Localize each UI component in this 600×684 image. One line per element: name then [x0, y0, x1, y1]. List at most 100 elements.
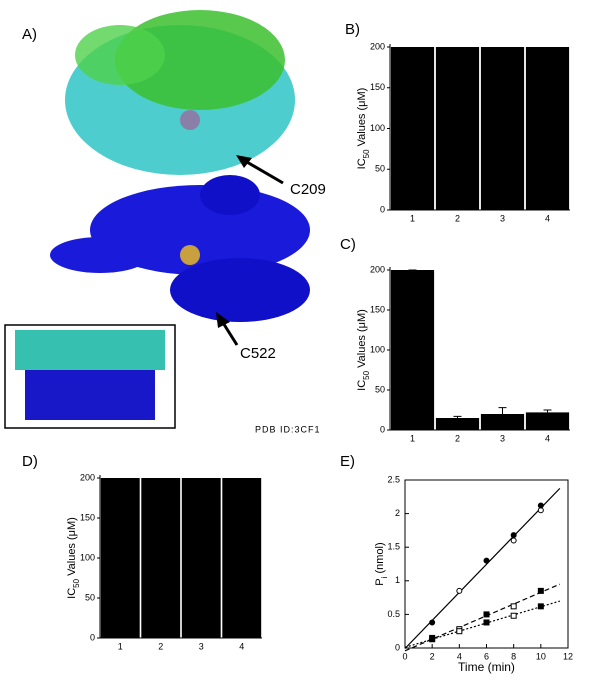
axis-label-part: (nmol): [374, 542, 386, 576]
x-tick-label: 4: [457, 651, 462, 661]
bar: [435, 418, 480, 430]
panel-label: D): [22, 453, 38, 470]
axis: [389, 44, 570, 211]
y-tick-label: 100: [370, 344, 385, 354]
axis-label: IC50 Values (μM): [356, 88, 371, 170]
axis-label: IC50 Values (μM): [356, 309, 371, 391]
data-point: [510, 537, 517, 544]
x-tick-label: 1: [410, 433, 415, 443]
x-tick-label: 10: [536, 651, 546, 661]
y-tick-label: 0.5: [387, 609, 400, 619]
data-point: [456, 587, 463, 594]
x-tick-label: 8: [511, 651, 516, 661]
bar: [525, 412, 570, 430]
y-tick-label: 0: [380, 204, 385, 214]
axis: [99, 475, 262, 639]
x-tick-label: 1: [118, 641, 123, 651]
data-point: [429, 636, 436, 643]
y-tick-label: 50: [375, 164, 385, 174]
x-tick-label: 2: [455, 433, 460, 443]
x-tick-label: 0: [402, 651, 407, 661]
axis-label: IC50 Values (μM): [66, 517, 81, 599]
axis-label-part: 50: [362, 149, 371, 158]
data-point: [483, 619, 490, 626]
axis: [389, 267, 570, 431]
x-tick-label: 2: [158, 641, 163, 651]
data-point: [537, 603, 544, 610]
axis-label-part: 50: [362, 370, 371, 379]
x-tick-label: 1: [410, 213, 415, 223]
data-point: [537, 502, 544, 509]
error-bar: [453, 415, 462, 418]
bar: [435, 47, 480, 210]
protein-structure: [4, 10, 310, 429]
axis-label-part: IC: [356, 380, 368, 391]
axis-label-part: i: [380, 576, 389, 578]
bar: [390, 47, 435, 210]
annotation: C522: [240, 345, 276, 362]
x-tick-label: 6: [484, 651, 489, 661]
y-tick-label: 150: [370, 304, 385, 314]
bar: [480, 414, 525, 430]
axis-label-part: Values (μM): [66, 517, 78, 579]
axis-label-part: IC: [356, 158, 368, 169]
x-tick-label: 2: [430, 651, 435, 661]
x-tick-label: 4: [239, 641, 244, 651]
axis-label-part: Values (μM): [356, 309, 368, 371]
fit-line: [404, 600, 561, 648]
data-point: [456, 628, 463, 635]
source-note: PDB ID:3CF1: [255, 424, 321, 434]
axis-label-part: IC: [66, 588, 78, 599]
bar: [141, 478, 181, 638]
y-tick-label: 2: [395, 508, 400, 518]
x-tick-label: 3: [500, 433, 505, 443]
y-tick-label: 150: [80, 512, 95, 522]
y-tick-label: 0: [380, 424, 385, 434]
x-tick-label: 4: [545, 433, 550, 443]
y-tick-label: 50: [375, 384, 385, 394]
y-tick-label: 200: [80, 472, 95, 482]
x-tick-label: 2: [455, 213, 460, 223]
y-tick-label: 150: [370, 82, 385, 92]
data-point: [510, 612, 517, 619]
x-tick-label: 12: [563, 651, 573, 661]
bar: [390, 270, 435, 430]
axis-label: Time (min): [458, 660, 515, 674]
y-tick-label: 50: [85, 592, 95, 602]
y-tick-label: 100: [80, 552, 95, 562]
error-bar: [498, 407, 507, 414]
data-point: [537, 587, 544, 594]
data-point: [429, 619, 436, 626]
x-tick-label: 4: [545, 213, 550, 223]
y-tick-label: 2.5: [387, 474, 400, 484]
panel-label: A): [22, 26, 37, 43]
x-tick-label: 3: [500, 213, 505, 223]
error-bar: [543, 409, 552, 413]
y-tick-label: 1.5: [387, 542, 400, 552]
data-point: [510, 603, 517, 610]
panel-label: E): [340, 453, 355, 470]
panel-label: C): [340, 236, 356, 253]
bar: [100, 478, 140, 638]
y-tick-label: 200: [370, 264, 385, 274]
bar: [222, 478, 262, 638]
annotation: C209: [290, 181, 326, 198]
y-tick-label: 0: [395, 642, 400, 652]
y-tick-label: 0: [90, 632, 95, 642]
panel-label: B): [345, 21, 360, 38]
y-tick-label: 200: [370, 41, 385, 51]
axis-label-part: P: [374, 578, 386, 585]
bar: [480, 47, 525, 210]
data-point: [483, 557, 490, 564]
axis-label-part: Values (μM): [356, 88, 368, 150]
x-tick-label: 3: [199, 641, 204, 651]
axis-label-part: 50: [72, 578, 81, 587]
bar: [181, 478, 221, 638]
y-tick-label: 1: [395, 575, 400, 585]
axis-label: Pi (nmol): [374, 542, 389, 585]
bar: [525, 47, 570, 210]
data-point: [510, 532, 517, 539]
data-point: [483, 611, 490, 618]
y-tick-label: 100: [370, 123, 385, 133]
